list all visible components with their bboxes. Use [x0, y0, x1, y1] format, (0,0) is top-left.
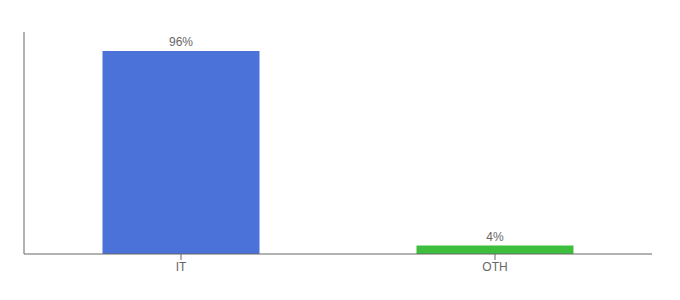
- svg-text:IT: IT: [176, 260, 187, 274]
- svg-text:4%: 4%: [486, 230, 504, 244]
- svg-text:96%: 96%: [169, 35, 193, 49]
- svg-text:OTH: OTH: [482, 260, 507, 274]
